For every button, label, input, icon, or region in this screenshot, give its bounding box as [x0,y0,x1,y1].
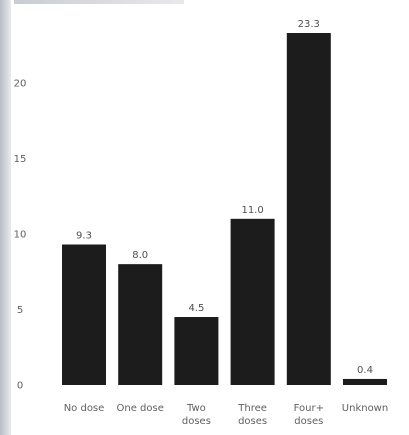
bar [118,264,163,385]
x-tick-label: Three [237,403,267,414]
bar [230,218,275,385]
x-axis: No dose One dose Two doses Three doses Four+ do… [64,403,389,427]
x-tick-label: doses [294,416,323,427]
data-label: 0.4 [357,365,373,376]
data-label: 4.5 [188,303,204,314]
data-label: 23.3 [298,19,320,30]
y-tick-label: 0 [17,381,23,392]
bar [62,244,106,385]
bar [174,317,219,385]
y-tick-label: 20 [14,78,27,89]
bars [62,33,387,385]
data-label: 11.0 [241,205,263,216]
left-edge-shadow [0,0,11,435]
y-tick-label: 5 [17,305,23,316]
data-label: 8.0 [132,250,148,261]
x-tick-label: No dose [64,403,105,414]
data-label: 9.3 [76,231,92,242]
y-axis: 0 5 10 15 20 [14,78,27,391]
x-tick-label: Four+ [294,403,324,414]
y-tick-label: 10 [14,229,27,240]
y-tick-label: 15 [14,154,27,165]
x-tick-label: One dose [117,403,164,414]
cropped-title-remnant [14,0,184,4]
x-tick-label: Unknown [342,403,388,414]
bar [343,378,387,385]
bar [286,33,331,385]
x-tick-label: doses [182,416,211,427]
x-tick-label: doses [238,416,267,427]
x-tick-label: Two [186,403,206,414]
value-labels: 9.3 8.0 4.5 11.0 23.3 0.4 [76,19,373,376]
